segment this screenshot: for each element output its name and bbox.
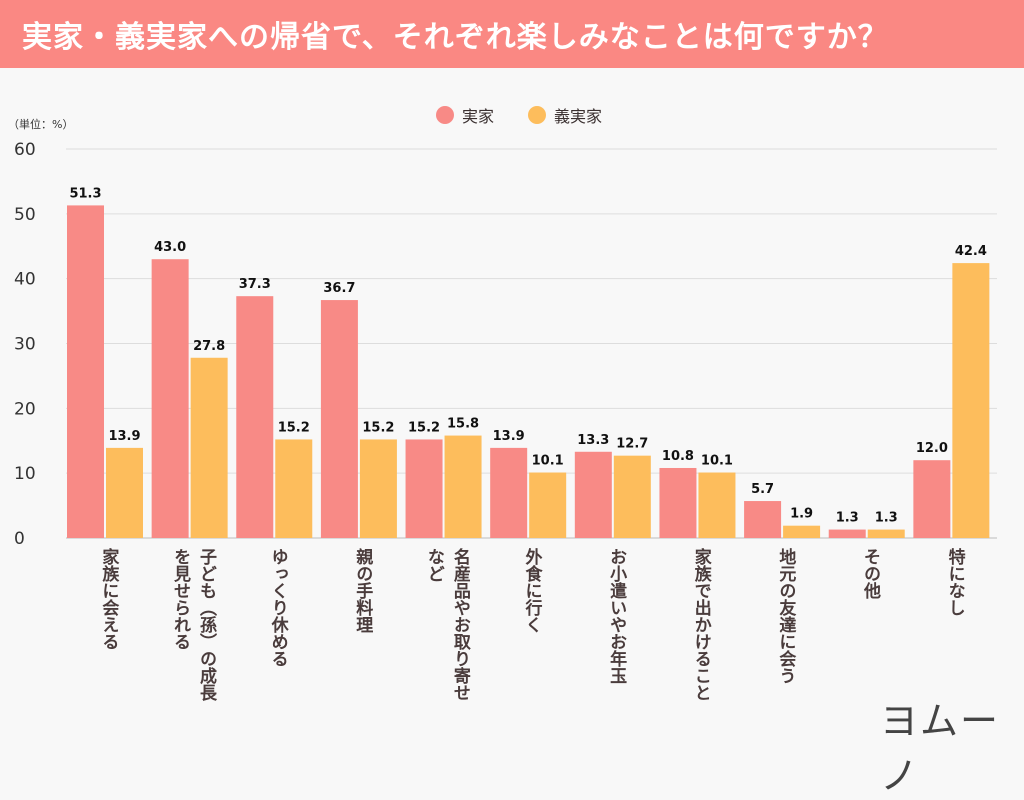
x-tick-label: 家族で出かけること: [690, 548, 711, 701]
chart-title: 実家・義実家への帰省で、それぞれ楽しみなことは何ですか？: [22, 20, 889, 55]
bar-gijikka: [529, 472, 567, 538]
data-label: 27.8: [193, 339, 225, 354]
bar-jikka: [744, 501, 782, 538]
bar-gijikka: [613, 455, 651, 538]
data-label: 1.9: [790, 507, 813, 522]
legend-swatch-gijikka: [528, 106, 547, 124]
y-tick-label: 60: [14, 140, 36, 160]
bar-jikka: [151, 259, 189, 538]
bar-gijikka: [190, 357, 228, 538]
data-label: 15.8: [447, 417, 479, 432]
x-tick-label: 外食に行く: [521, 548, 542, 633]
data-label: 13.3: [577, 433, 609, 448]
x-tick-label: 名産品やお取り寄せ など: [423, 548, 470, 701]
data-label: 15.2: [362, 420, 394, 435]
x-tick-label: 特になし: [944, 548, 965, 616]
data-label: 43.0: [154, 240, 186, 255]
yomuno-logo: ヨムーノ: [880, 699, 1001, 798]
legend-swatch-jikka: [436, 106, 454, 124]
y-tick-label: 10: [14, 464, 36, 484]
data-label: 1.3: [875, 511, 898, 526]
unit-label: （単位：%）: [8, 118, 74, 131]
x-tick-label: お小遣いやお年玉: [606, 548, 627, 684]
bar-gijikka: [783, 525, 821, 538]
y-tick-label: 20: [14, 399, 36, 419]
data-label: 1.3: [836, 511, 859, 526]
x-tick-label: 親の手料理: [352, 548, 373, 633]
bar-jikka: [67, 205, 104, 538]
legend-label-jikka: 実家: [462, 107, 495, 126]
data-label: 12.7: [616, 437, 648, 452]
data-label: 10.8: [662, 449, 694, 464]
bar-jikka: [405, 439, 443, 538]
x-tick-label: ゆっくり休める: [267, 548, 288, 667]
data-label: 10.1: [532, 454, 564, 469]
legend: 実家 義実家: [436, 103, 602, 127]
x-tick-label: その他: [860, 548, 881, 599]
x-tick-label: 子ども（孫）の成長 を見せられる: [169, 548, 216, 701]
bar-jikka: [828, 529, 866, 538]
legend-item-jikka: 実家: [436, 103, 494, 127]
data-label: 5.7: [751, 482, 774, 497]
bar-gijikka: [359, 439, 397, 538]
data-label: 12.0: [916, 441, 948, 456]
bar-gijikka: [952, 263, 990, 538]
data-label: 15.2: [278, 420, 310, 435]
title-banner: 実家・義実家への帰省で、それぞれ楽しみなことは何ですか？: [0, 0, 1024, 68]
data-label: 13.9: [108, 429, 140, 444]
data-label: 13.9: [493, 429, 525, 444]
legend-label-gijikka: 義実家: [554, 107, 603, 126]
bar-jikka: [236, 296, 274, 538]
bar-gijikka: [106, 447, 143, 538]
data-label: 37.3: [239, 277, 271, 292]
data-label: 15.2: [408, 420, 440, 435]
bar-jikka: [913, 460, 951, 538]
bar-gijikka: [444, 435, 482, 538]
y-tick-label: 0: [14, 529, 25, 549]
y-tick-label: 40: [14, 270, 36, 290]
data-label: 10.1: [701, 454, 733, 469]
data-label: 36.7: [323, 281, 355, 296]
x-tick-label: 家族に会える: [98, 548, 119, 650]
y-tick-label: 50: [14, 205, 36, 225]
bar-jikka: [320, 300, 358, 538]
data-label: 51.3: [69, 186, 101, 201]
x-tick-label: 地元の友達に会う: [775, 548, 796, 684]
bar-jikka: [659, 467, 697, 538]
data-label: 42.4: [955, 244, 987, 259]
legend-item-gijikka: 義実家: [528, 103, 602, 127]
bar-chart: 0 10 20 30 40 50 60 51.3 13.9 43.0 27.8 37.3 15.2 36.…: [14, 140, 997, 549]
bar-gijikka: [698, 472, 736, 538]
bar-gijikka: [275, 439, 313, 538]
bar-gijikka: [867, 529, 905, 538]
y-tick-label: 30: [14, 335, 36, 355]
bar-jikka: [490, 447, 528, 538]
bar-jikka: [574, 451, 612, 538]
